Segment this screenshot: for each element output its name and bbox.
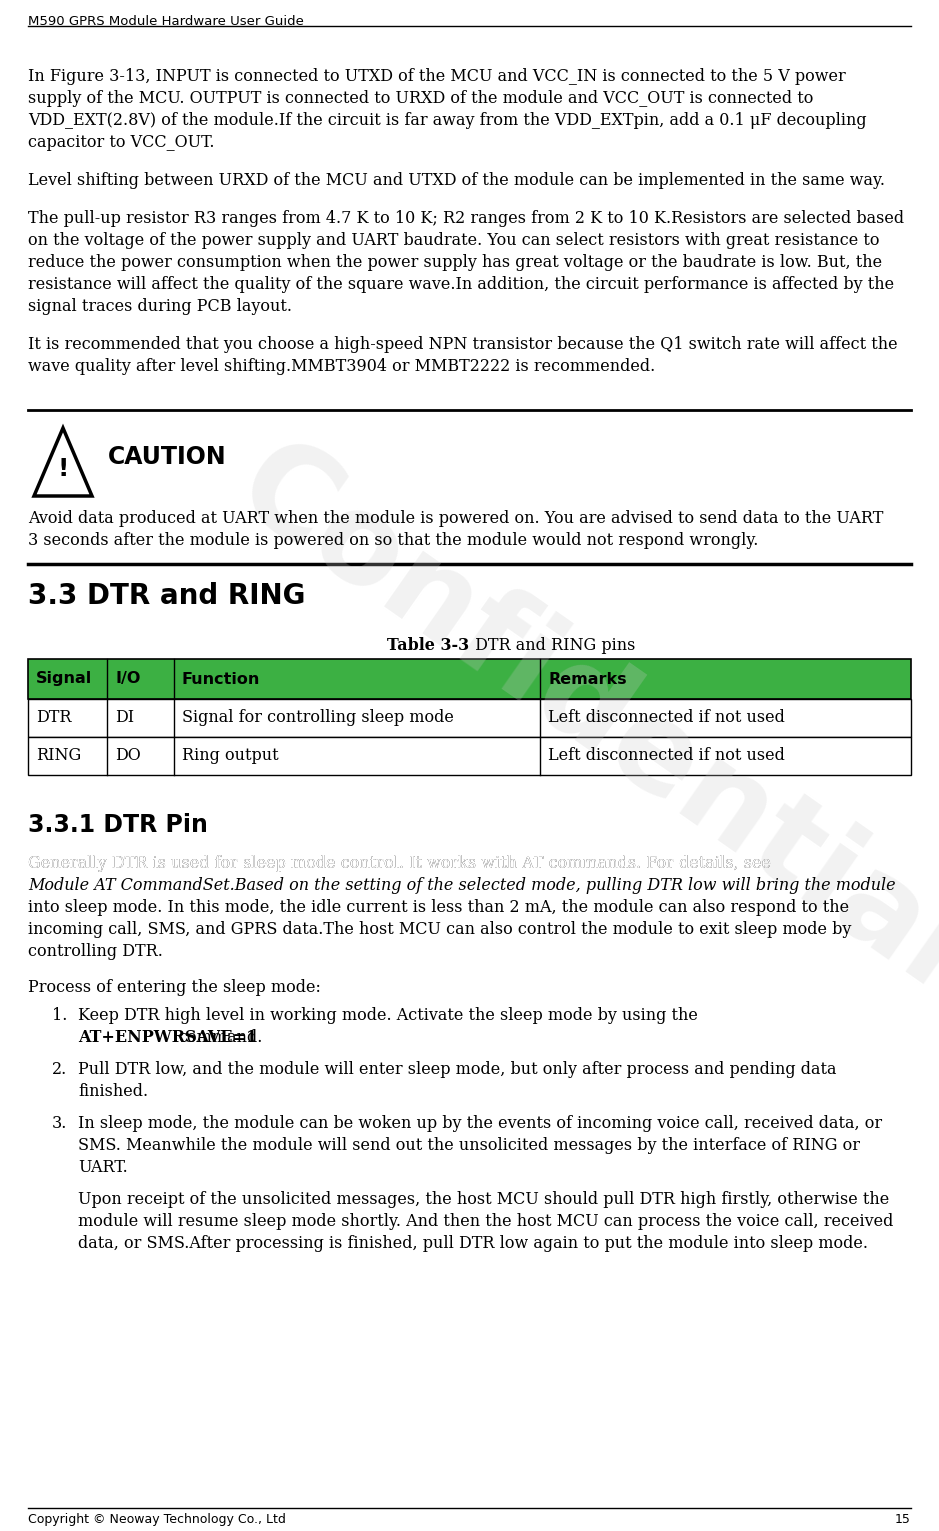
Bar xyxy=(28,700,911,736)
Bar xyxy=(28,736,911,775)
Text: In Figure 3-13, INPUT is connected to UTXD of the MCU and VCC_IN is connected to: In Figure 3-13, INPUT is connected to UT… xyxy=(28,67,846,86)
Text: capacitor to VCC_OUT.: capacitor to VCC_OUT. xyxy=(28,135,214,152)
Text: I/O: I/O xyxy=(115,672,141,686)
Text: DTR and RING pins: DTR and RING pins xyxy=(470,637,635,654)
Text: Left disconnected if not used: Left disconnected if not used xyxy=(548,747,785,764)
Text: The pull-up resistor R3 ranges from 4.7 K to 10 K; R2 ranges from 2 K to 10 K.Re: The pull-up resistor R3 ranges from 4.7 … xyxy=(28,210,904,227)
Text: Generally DTR is used for sleep mode control. It works with AT commands. For det: Generally DTR is used for sleep mode con… xyxy=(28,854,777,873)
Text: Left disconnected if not used: Left disconnected if not used xyxy=(548,709,785,727)
Text: Ring output: Ring output xyxy=(181,747,278,764)
Text: incoming call, SMS, and GPRS data.The host MCU can also control the module to ex: incoming call, SMS, and GPRS data.The ho… xyxy=(28,922,852,939)
Text: 15: 15 xyxy=(895,1513,911,1526)
Text: M590 GPRS Module Hardware User Guide: M590 GPRS Module Hardware User Guide xyxy=(28,15,304,28)
Text: module will resume sleep mode shortly. And then the host MCU can process the voi: module will resume sleep mode shortly. A… xyxy=(78,1213,893,1229)
Text: 3.3 DTR and RING: 3.3 DTR and RING xyxy=(28,582,305,609)
Text: signal traces during PCB layout.: signal traces during PCB layout. xyxy=(28,299,292,315)
Text: 3.3.1 DTR Pin: 3.3.1 DTR Pin xyxy=(28,813,208,837)
Text: Upon receipt of the unsolicited messages, the host MCU should pull DTR high firs: Upon receipt of the unsolicited messages… xyxy=(78,1191,889,1208)
Text: DO: DO xyxy=(115,747,141,764)
Text: In sleep mode, the module can be woken up by the events of incoming voice call, : In sleep mode, the module can be woken u… xyxy=(78,1115,882,1131)
Bar xyxy=(28,658,911,700)
Text: Level shifting between URXD of the MCU and UTXD of the module can be implemented: Level shifting between URXD of the MCU a… xyxy=(28,171,885,188)
Text: UART.: UART. xyxy=(78,1159,128,1176)
Text: reduce the power consumption when the power supply has great voltage or the baud: reduce the power consumption when the po… xyxy=(28,254,882,271)
Text: VDD_EXT(2.8V) of the module.If the circuit is far away from the VDD_EXTpin, add : VDD_EXT(2.8V) of the module.If the circu… xyxy=(28,112,867,129)
Text: 2.: 2. xyxy=(52,1061,68,1078)
Text: Confidential: Confidential xyxy=(214,424,939,1015)
Text: RING: RING xyxy=(36,747,82,764)
Text: controlling DTR.: controlling DTR. xyxy=(28,943,162,960)
Text: command.: command. xyxy=(177,1029,262,1046)
Text: CAUTION: CAUTION xyxy=(108,446,226,468)
Text: finished.: finished. xyxy=(78,1082,148,1099)
Text: Copyright © Neoway Technology Co., Ltd: Copyright © Neoway Technology Co., Ltd xyxy=(28,1513,285,1526)
Text: Signal for controlling sleep mode: Signal for controlling sleep mode xyxy=(181,709,454,727)
Text: Remarks: Remarks xyxy=(548,672,626,686)
Text: 3.: 3. xyxy=(52,1115,68,1131)
Text: !: ! xyxy=(57,456,69,481)
Text: 1.: 1. xyxy=(52,1007,68,1024)
Polygon shape xyxy=(34,429,92,496)
Text: Process of entering the sleep mode:: Process of entering the sleep mode: xyxy=(28,978,321,997)
Text: It is recommended that you choose a high-speed NPN transistor because the Q1 swi: It is recommended that you choose a high… xyxy=(28,335,898,354)
Text: on the voltage of the power supply and UART baudrate. You can select resistors w: on the voltage of the power supply and U… xyxy=(28,233,880,250)
Text: wave quality after level shifting.MMBT3904 or MMBT2222 is recommended.: wave quality after level shifting.MMBT39… xyxy=(28,358,655,375)
Text: Table 3-3: Table 3-3 xyxy=(388,637,470,654)
Text: Keep DTR high level in working mode. Activate the sleep mode by using the: Keep DTR high level in working mode. Act… xyxy=(78,1007,698,1024)
Text: supply of the MCU. OUTPUT is connected to URXD of the module and VCC_OUT is conn: supply of the MCU. OUTPUT is connected t… xyxy=(28,90,813,107)
Text: Generally DTR is used for sleep mode control. It works with AT commands. For det: Generally DTR is used for sleep mode con… xyxy=(28,854,777,873)
Text: into sleep mode. In this mode, the idle current is less than 2 mA, the module ca: into sleep mode. In this mode, the idle … xyxy=(28,899,849,916)
Text: Module AT CommandSet.Based on the setting of the selected mode, pulling DTR low : Module AT CommandSet.Based on the settin… xyxy=(28,877,896,894)
Text: SMS. Meanwhile the module will send out the unsolicited messages by the interfac: SMS. Meanwhile the module will send out … xyxy=(78,1138,860,1154)
Text: resistance will affect the quality of the square wave.In addition, the circuit p: resistance will affect the quality of th… xyxy=(28,276,894,292)
Text: Function: Function xyxy=(181,672,260,686)
Text: Signal: Signal xyxy=(36,672,92,686)
Text: AT+ENPWRSAVE=1: AT+ENPWRSAVE=1 xyxy=(78,1029,257,1046)
Text: DTR: DTR xyxy=(36,709,71,727)
Text: Pull DTR low, and the module will enter sleep mode, but only after process and p: Pull DTR low, and the module will enter … xyxy=(78,1061,837,1078)
Text: data, or SMS.After processing is finished, pull DTR low again to put the module : data, or SMS.After processing is finishe… xyxy=(78,1236,868,1252)
Text: 3 seconds after the module is powered on so that the module would not respond wr: 3 seconds after the module is powered on… xyxy=(28,531,759,550)
Text: Avoid data produced at UART when the module is powered on. You are advised to se: Avoid data produced at UART when the mod… xyxy=(28,510,884,527)
Text: DI: DI xyxy=(115,709,134,727)
